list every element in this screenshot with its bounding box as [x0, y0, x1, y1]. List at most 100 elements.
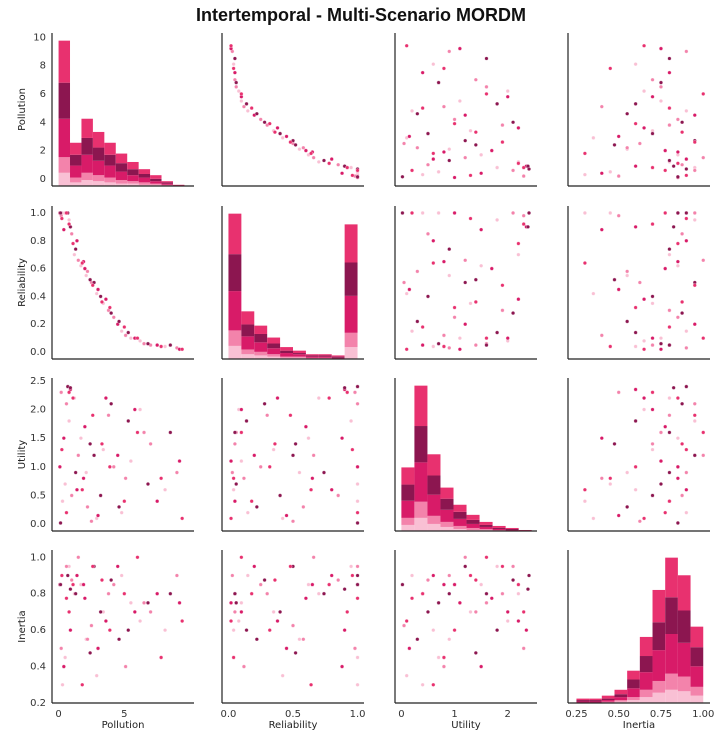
hist-bar	[639, 697, 653, 703]
x-tick-label: 0	[55, 709, 61, 720]
scatter-point	[684, 216, 689, 221]
scatter-point	[463, 555, 468, 560]
scatter-point	[76, 555, 81, 560]
scatter-point	[659, 99, 663, 103]
scatter-point	[284, 513, 289, 518]
scatter-point	[132, 407, 137, 412]
scatter-point	[599, 171, 604, 176]
y-tick-label: 0.4	[30, 291, 46, 302]
scatter-point	[142, 341, 146, 346]
hist-bar	[652, 650, 666, 681]
hist-bar	[138, 184, 151, 186]
scatter-point	[67, 222, 72, 227]
hist-bar	[70, 182, 82, 186]
hist-bar	[115, 153, 128, 164]
scatter-point	[473, 277, 478, 282]
scatter-point	[350, 447, 355, 452]
scatter-point	[684, 49, 689, 54]
scatter-point	[473, 578, 478, 583]
scatter-point	[278, 131, 283, 136]
scatter-point	[340, 436, 345, 441]
x-axis-label: Reliability	[269, 720, 318, 731]
scatter-point	[146, 482, 150, 486]
scatter-point	[92, 453, 97, 458]
scatter-point	[671, 385, 676, 390]
scatter-point	[168, 343, 173, 348]
scatter-point	[106, 591, 111, 596]
scatter-point	[642, 297, 647, 302]
scatter-point	[100, 578, 104, 583]
hist-bar	[665, 557, 678, 598]
scatter-point	[272, 578, 277, 583]
scatter-point	[452, 315, 457, 320]
scatter-point	[85, 269, 90, 274]
scatter-point	[309, 682, 314, 687]
scatter-point	[234, 84, 239, 89]
hist-bar	[138, 177, 151, 183]
scatter-point	[684, 238, 689, 243]
hist-bar	[627, 688, 640, 698]
scatter-point	[180, 619, 185, 623]
hist-bar	[492, 528, 506, 530]
hist-bar	[254, 342, 268, 352]
scatter-point	[637, 280, 642, 285]
hist-bar	[254, 351, 268, 356]
scatter-point	[267, 464, 272, 469]
scatter-point	[138, 407, 143, 412]
scatter-point	[67, 390, 72, 395]
hist-bar	[614, 697, 628, 701]
scatter-point	[505, 336, 510, 341]
scatter-point	[262, 578, 267, 583]
hist-bar	[138, 173, 151, 178]
x-axis-label: Utility	[451, 720, 480, 731]
hist-bar	[305, 355, 319, 357]
scatter-point	[526, 164, 530, 169]
scatter-point	[252, 453, 257, 458]
hist-bar	[241, 349, 255, 355]
scatter-point	[692, 283, 697, 288]
scatter-point	[505, 619, 510, 623]
scatter-point	[229, 43, 233, 48]
scatter-point	[650, 222, 655, 227]
scatter-point	[84, 273, 89, 278]
scatter-point	[468, 301, 473, 306]
scatter-point	[426, 578, 430, 583]
scatter-point	[410, 211, 414, 215]
scatter-point	[345, 165, 350, 170]
hist-bar	[492, 525, 506, 528]
scatter-point	[404, 619, 409, 623]
scatter-point	[582, 211, 587, 215]
scatter-point	[452, 582, 457, 587]
hist-bar	[305, 354, 319, 356]
scatter-point	[473, 343, 478, 348]
scatter-point	[58, 521, 63, 525]
scatter-point	[231, 487, 236, 492]
scatter-point	[431, 682, 436, 687]
scatter-point	[436, 600, 441, 605]
scatter-point	[303, 424, 308, 429]
hist-bar	[161, 183, 173, 185]
scatter-point	[177, 600, 182, 605]
hist-bar	[150, 178, 162, 182]
x-tick-label: 0.5	[285, 709, 301, 720]
scatter-point	[148, 609, 153, 614]
scatter-point	[650, 94, 655, 99]
scatter-point	[297, 470, 302, 475]
hist-bar	[614, 701, 628, 703]
scatter-point	[355, 174, 360, 179]
scatter-point	[355, 464, 360, 469]
scatter-point	[81, 476, 86, 481]
scatter-point	[692, 113, 697, 118]
hist-bar	[81, 154, 93, 173]
scatter-point	[431, 151, 436, 156]
scatter-point	[90, 564, 95, 569]
hist-bar	[479, 526, 493, 529]
scatter-point	[642, 338, 647, 343]
scatter-point	[441, 582, 446, 587]
scatter-point	[484, 84, 489, 89]
scatter-point	[297, 637, 302, 642]
scatter-point	[293, 142, 298, 147]
scatter-point	[684, 157, 689, 162]
scatter-point	[138, 619, 143, 623]
scatter-point	[582, 499, 587, 504]
